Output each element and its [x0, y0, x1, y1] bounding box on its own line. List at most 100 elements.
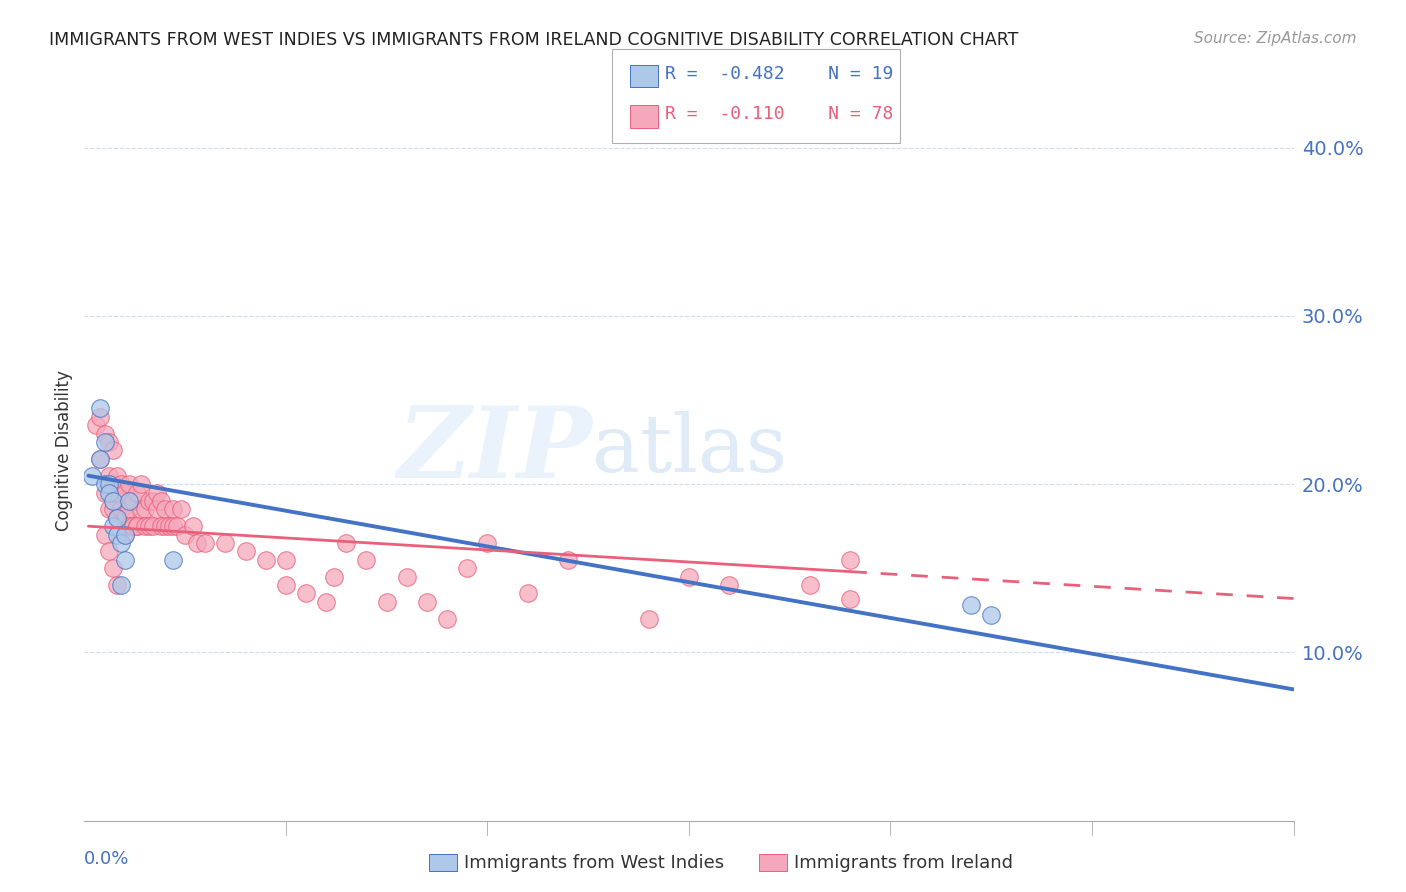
- Point: [149, 519, 172, 533]
- Point: [477, 536, 499, 550]
- Point: [101, 561, 124, 575]
- Point: [125, 485, 148, 500]
- Point: [93, 527, 115, 541]
- Point: [89, 409, 111, 424]
- Point: [557, 553, 579, 567]
- Point: [166, 519, 188, 533]
- Point: [274, 578, 297, 592]
- Point: [356, 553, 378, 567]
- Point: [114, 485, 136, 500]
- Text: Immigrants from West Indies: Immigrants from West Indies: [464, 854, 724, 871]
- Point: [101, 502, 124, 516]
- Text: R =  -0.110    N = 78: R = -0.110 N = 78: [665, 105, 893, 123]
- Point: [274, 553, 297, 567]
- Point: [323, 569, 346, 583]
- Point: [105, 485, 128, 500]
- Point: [146, 502, 169, 516]
- Point: [129, 502, 152, 516]
- Point: [114, 510, 136, 524]
- Point: [170, 502, 193, 516]
- Point: [153, 502, 176, 516]
- Point: [157, 519, 180, 533]
- Point: [110, 477, 132, 491]
- Point: [174, 527, 197, 541]
- Point: [436, 612, 458, 626]
- Point: [93, 477, 115, 491]
- Point: [153, 519, 176, 533]
- Point: [89, 401, 111, 416]
- Point: [97, 485, 120, 500]
- Point: [395, 569, 418, 583]
- Text: Immigrants from Ireland: Immigrants from Ireland: [794, 854, 1014, 871]
- Point: [114, 553, 136, 567]
- Point: [125, 519, 148, 533]
- Point: [335, 536, 357, 550]
- Point: [89, 451, 111, 466]
- Point: [162, 519, 184, 533]
- Point: [181, 519, 204, 533]
- Point: [315, 595, 337, 609]
- Point: [82, 468, 104, 483]
- Point: [960, 599, 983, 613]
- Point: [214, 536, 236, 550]
- Point: [194, 536, 217, 550]
- Point: [121, 494, 143, 508]
- Point: [149, 494, 172, 508]
- Point: [637, 612, 659, 626]
- Text: R =  -0.482    N = 19: R = -0.482 N = 19: [665, 65, 893, 83]
- Point: [114, 527, 136, 541]
- Point: [134, 519, 156, 533]
- Point: [93, 485, 115, 500]
- Point: [138, 494, 160, 508]
- Point: [118, 519, 141, 533]
- Point: [295, 586, 318, 600]
- Point: [105, 510, 128, 524]
- Point: [101, 477, 124, 491]
- Point: [146, 485, 169, 500]
- Text: atlas: atlas: [592, 411, 787, 490]
- Point: [110, 536, 132, 550]
- Point: [101, 443, 124, 458]
- Point: [718, 578, 741, 592]
- Point: [110, 502, 132, 516]
- Point: [980, 608, 1002, 623]
- Point: [235, 544, 257, 558]
- Point: [456, 561, 478, 575]
- Point: [142, 494, 165, 508]
- Text: ZIP: ZIP: [398, 402, 592, 499]
- Point: [516, 586, 538, 600]
- Point: [97, 477, 120, 491]
- Point: [678, 569, 700, 583]
- Point: [110, 578, 132, 592]
- Point: [93, 426, 115, 441]
- Point: [142, 519, 165, 533]
- Point: [86, 418, 108, 433]
- Point: [254, 553, 277, 567]
- Point: [118, 494, 141, 508]
- Point: [134, 502, 156, 516]
- Point: [97, 435, 120, 450]
- Point: [105, 468, 128, 483]
- Point: [162, 553, 184, 567]
- Point: [121, 519, 143, 533]
- Point: [186, 536, 208, 550]
- Point: [89, 451, 111, 466]
- Point: [162, 502, 184, 516]
- Point: [101, 519, 124, 533]
- Point: [93, 435, 115, 450]
- Point: [839, 591, 862, 606]
- Point: [97, 544, 120, 558]
- Point: [105, 510, 128, 524]
- Point: [375, 595, 398, 609]
- Point: [129, 477, 152, 491]
- Point: [839, 553, 862, 567]
- Point: [118, 502, 141, 516]
- Point: [125, 519, 148, 533]
- Point: [799, 578, 821, 592]
- Text: IMMIGRANTS FROM WEST INDIES VS IMMIGRANTS FROM IRELAND COGNITIVE DISABILITY CORR: IMMIGRANTS FROM WEST INDIES VS IMMIGRANT…: [49, 31, 1018, 49]
- Point: [416, 595, 439, 609]
- Point: [105, 578, 128, 592]
- Point: [97, 502, 120, 516]
- Point: [101, 494, 124, 508]
- Point: [138, 519, 160, 533]
